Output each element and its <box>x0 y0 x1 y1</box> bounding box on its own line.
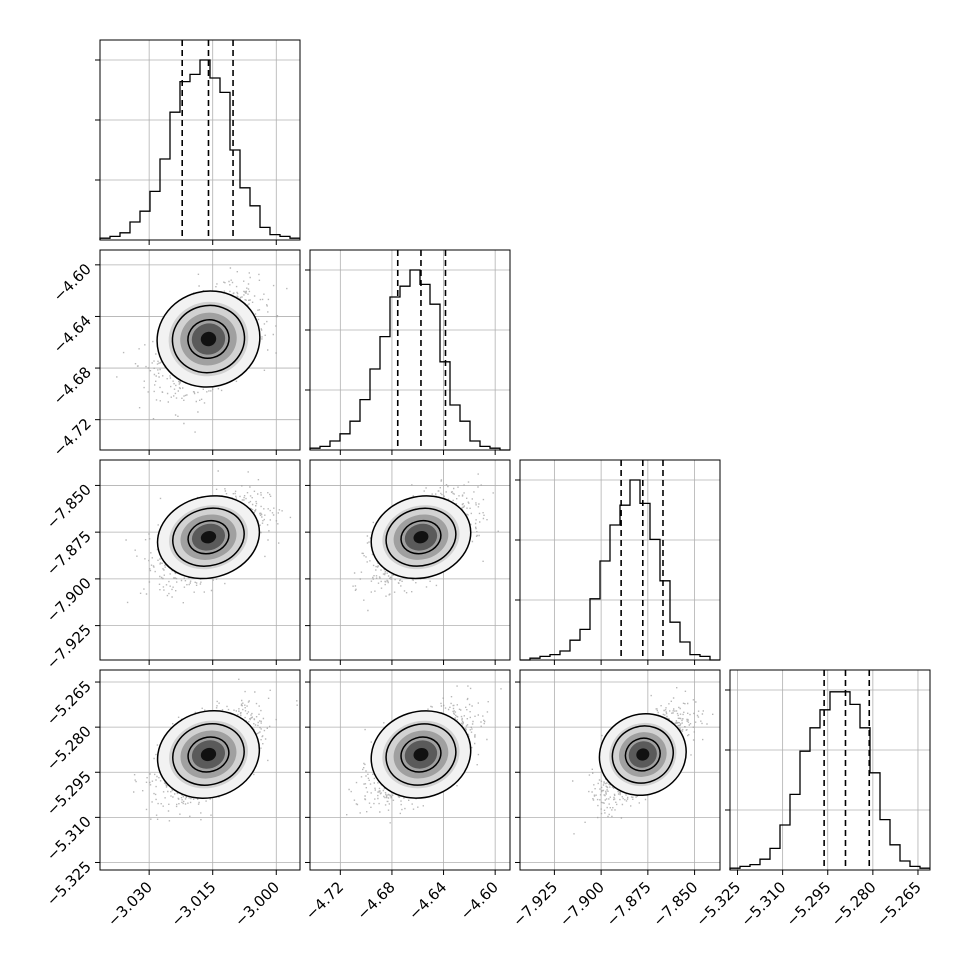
density-fill <box>413 531 429 544</box>
histogram-step <box>309 269 510 451</box>
histogram-panel-2 <box>515 459 721 665</box>
contour-line <box>611 725 674 784</box>
contour-line <box>370 495 472 580</box>
panel-frame <box>309 669 511 871</box>
x-tick-label: −3.015 <box>168 878 220 930</box>
panel-frame <box>309 459 511 661</box>
density-fill <box>200 331 217 347</box>
y-tick-label: −5.310 <box>43 812 95 864</box>
contour-line <box>385 723 457 786</box>
x-tick-label: −7.850 <box>649 878 701 930</box>
histogram-panel-0 <box>95 39 301 245</box>
panel-frame <box>99 39 301 241</box>
scatter-panel-3-1: −4.72 −4.68 −4.64 −4.60 <box>302 669 511 923</box>
contour-line <box>156 290 261 388</box>
histogram-panel-1 <box>305 249 511 455</box>
x-tick-label: −7.925 <box>509 878 561 930</box>
scatter-points <box>352 473 499 612</box>
contour-line <box>624 737 661 772</box>
y-tick-label: −4.72 <box>50 415 95 460</box>
panel-frame <box>729 669 931 871</box>
histogram-step <box>520 479 720 661</box>
density-fill <box>200 747 217 762</box>
panel-frame <box>519 669 721 871</box>
contour-line <box>156 710 261 799</box>
panel-frame <box>99 669 301 871</box>
y-tick-label: −7.900 <box>43 574 95 626</box>
x-tick-label: −3.000 <box>231 878 283 930</box>
contour-line <box>187 736 230 773</box>
density-fill <box>413 747 429 762</box>
x-tick-label: −7.900 <box>556 878 608 930</box>
x-tick-label: −4.72 <box>302 878 347 923</box>
y-tick-label: −4.68 <box>50 363 95 408</box>
x-tick-label: −5.280 <box>828 878 880 930</box>
y-tick-label: −5.280 <box>43 722 95 774</box>
x-tick-label: −4.64 <box>405 878 450 923</box>
contour-line <box>370 710 472 799</box>
x-tick-label: −7.875 <box>603 878 655 930</box>
histogram-panel-3: −5.325−5.310−5.295−5.280−5.265 <box>692 669 931 930</box>
panel-frame <box>99 249 301 451</box>
scatter-points <box>346 685 502 824</box>
panel-frame <box>519 459 721 661</box>
scatter-panel-2-1 <box>305 459 511 665</box>
y-tick-label: −4.64 <box>50 312 95 357</box>
density-fill <box>200 530 217 544</box>
x-tick-label: −5.325 <box>692 878 744 930</box>
y-tick-label: −7.875 <box>43 527 95 579</box>
contour-line <box>187 519 230 555</box>
density-fill <box>636 748 650 761</box>
contour-line <box>172 723 245 786</box>
panel-frame <box>99 459 301 661</box>
x-tick-label: −5.310 <box>737 878 789 930</box>
x-tick-label: −5.295 <box>783 878 835 930</box>
x-tick-label: −5.265 <box>873 878 925 930</box>
contour-line <box>400 736 442 773</box>
scatter-panel-2-0: −7.925−7.900−7.875−7.850 <box>43 459 301 673</box>
contour-line <box>400 519 442 555</box>
contour-line <box>171 304 246 374</box>
y-tick-label: −7.850 <box>43 481 95 533</box>
histogram-step <box>99 59 300 240</box>
scatter-panel-3-0: −5.325−5.310−5.295−5.280−5.265−3.030 −3.0… <box>43 669 301 930</box>
scatter-panel-3-2: −7.925−7.900−7.875−7.850 <box>509 669 721 930</box>
contour-line <box>598 712 687 797</box>
y-tick-label: −5.265 <box>43 677 95 729</box>
histogram-step <box>729 691 930 870</box>
y-tick-label: −7.925 <box>43 621 95 673</box>
y-tick-label: −5.325 <box>43 858 95 910</box>
x-tick-label: −4.68 <box>354 878 399 923</box>
scatter-points <box>116 267 288 433</box>
y-tick-label: −5.295 <box>43 767 95 819</box>
contour-line <box>187 319 230 359</box>
scatter-panel-1-0: −4.72 −4.68 −4.64 −4.60 <box>50 249 301 460</box>
x-tick-label: −4.60 <box>457 878 502 923</box>
panel-frame <box>309 249 511 451</box>
x-tick-label: −3.030 <box>104 878 156 930</box>
contour-line <box>385 507 457 567</box>
panel-background <box>520 460 720 660</box>
y-tick-label: −4.60 <box>50 260 95 305</box>
contour-line <box>156 495 261 580</box>
contour-line <box>172 507 245 567</box>
